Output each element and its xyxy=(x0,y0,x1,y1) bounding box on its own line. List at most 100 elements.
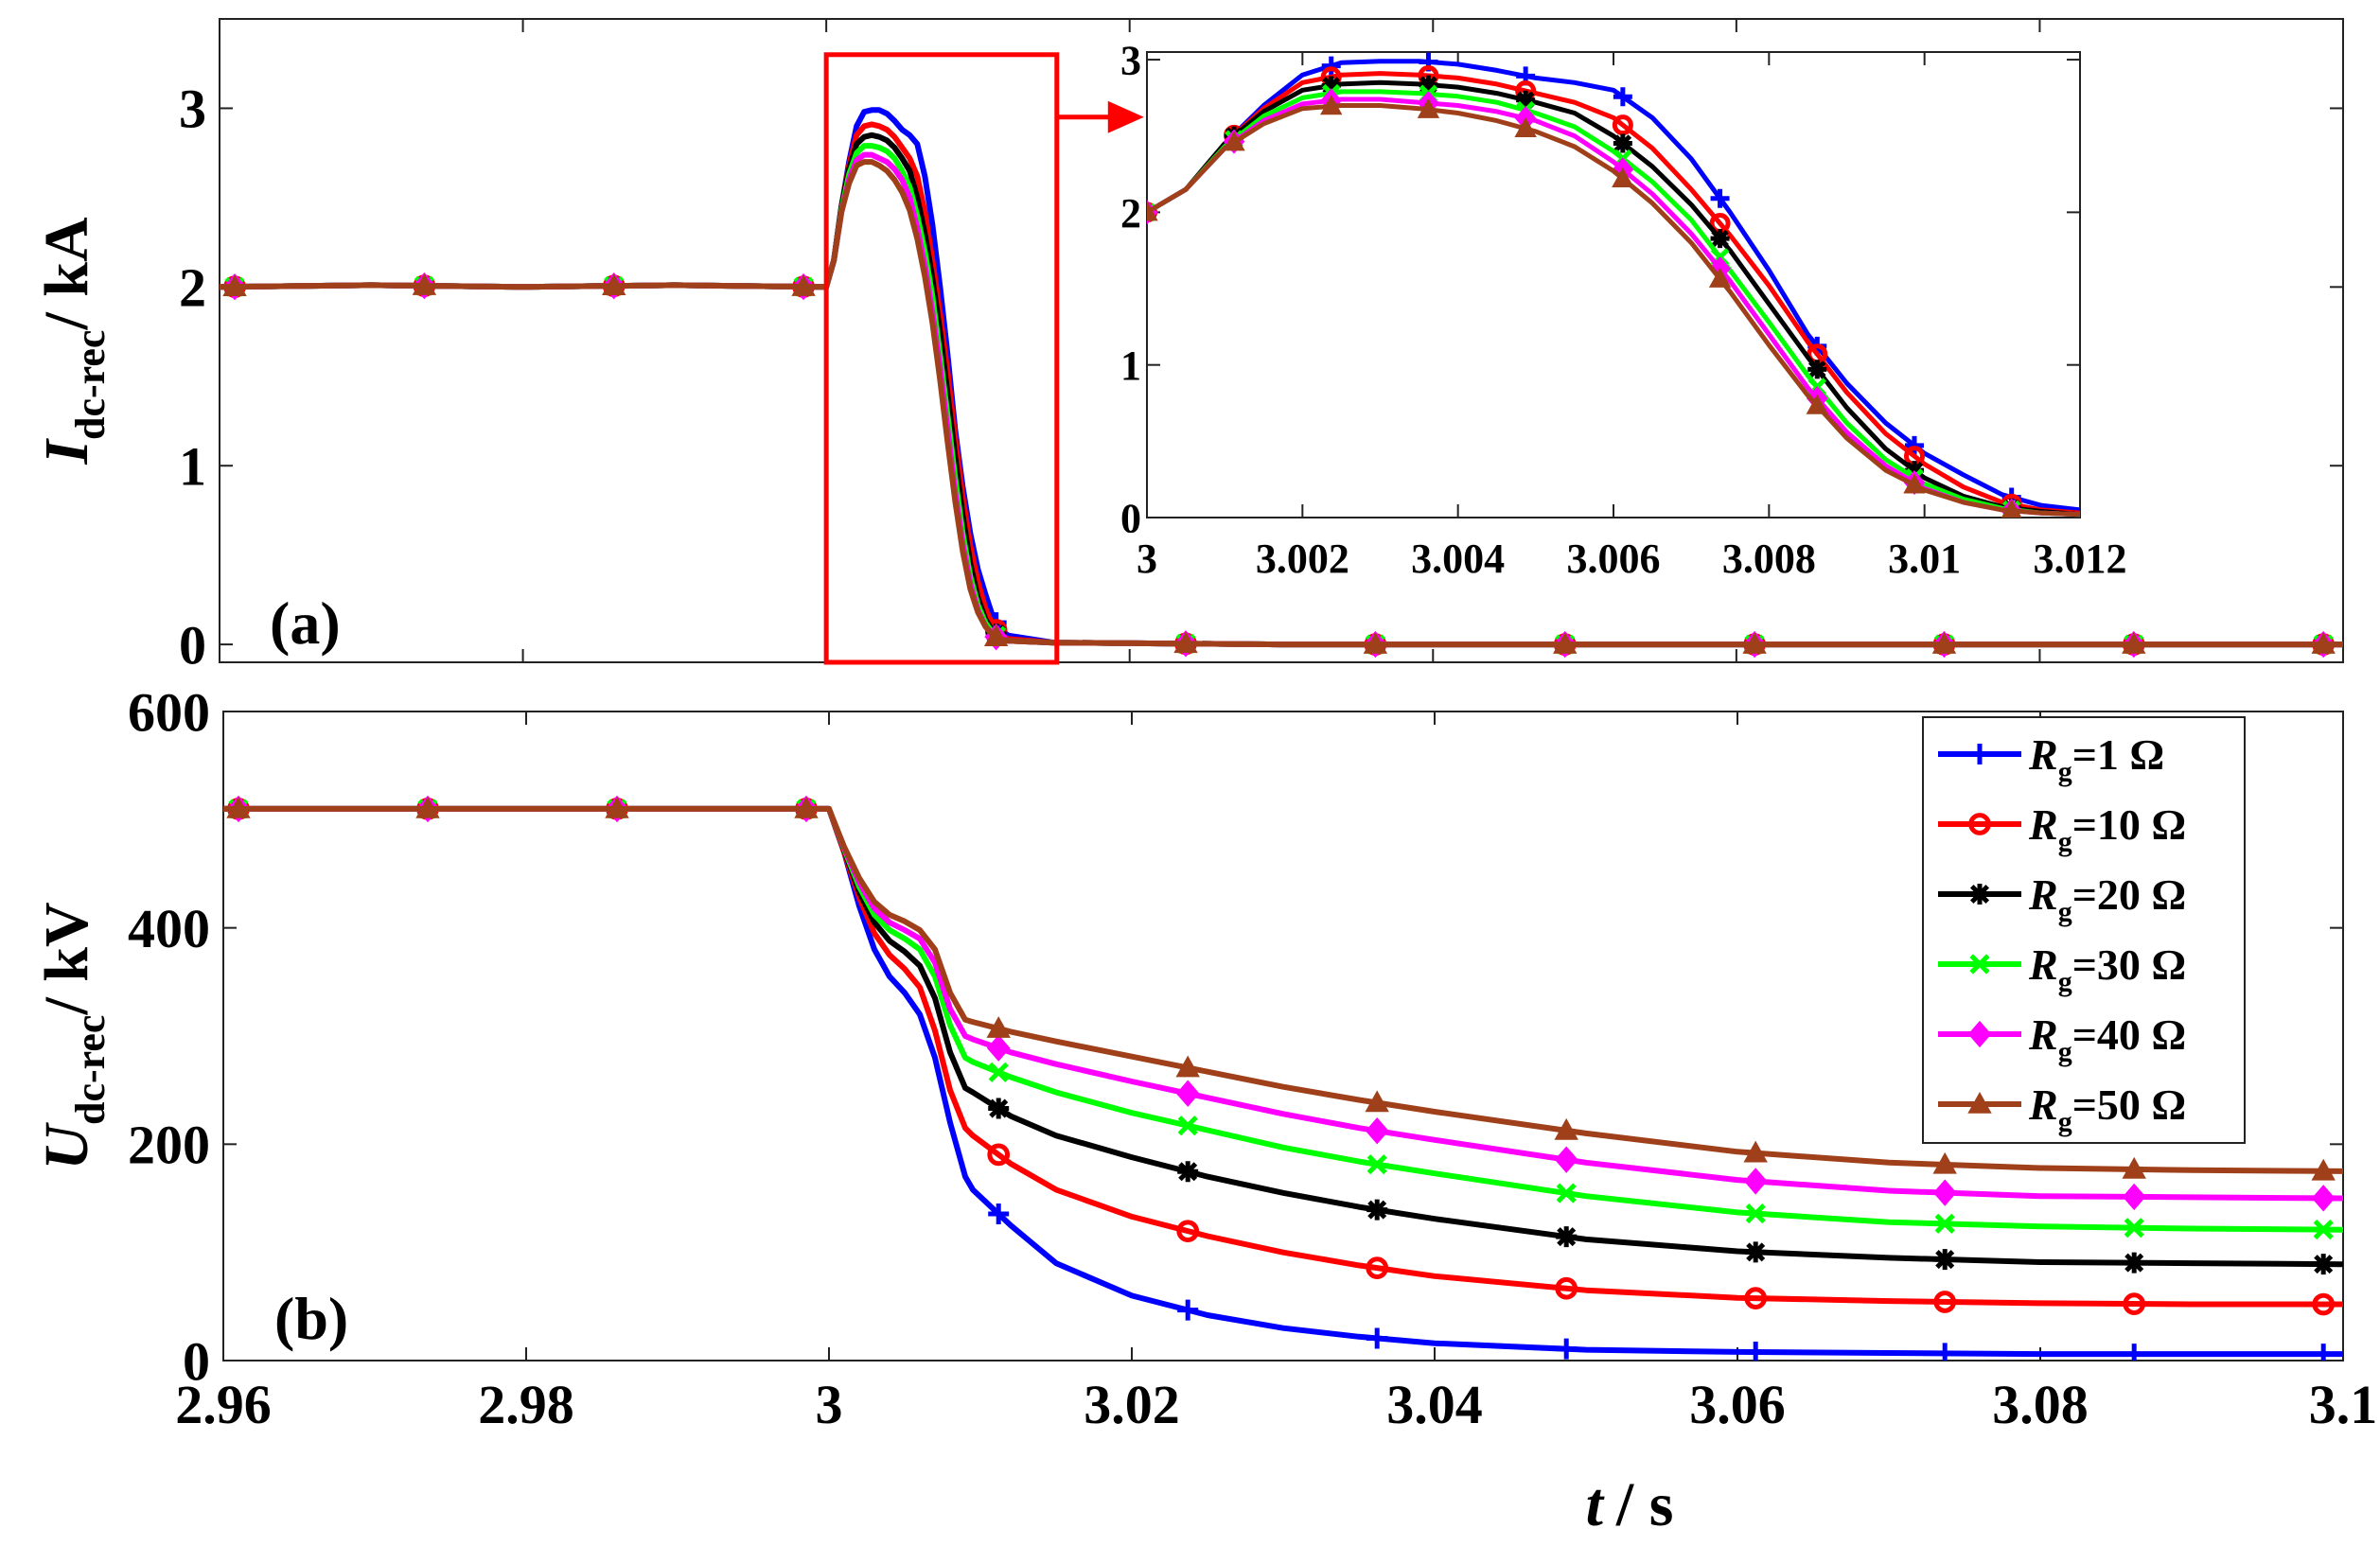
legend-box xyxy=(1922,716,2246,1144)
x-tick-label: 3.06 xyxy=(1689,1374,1786,1435)
series-marker xyxy=(1365,1090,1389,1113)
series-marker xyxy=(1366,1256,1389,1279)
series-marker xyxy=(1365,1117,1389,1145)
series-line xyxy=(223,805,2343,1174)
inset-series xyxy=(1147,52,2080,518)
legend-swatch-marker xyxy=(1969,884,1990,905)
series-marker xyxy=(1745,1203,1766,1224)
x-tick-label: 2.98 xyxy=(478,1374,574,1435)
series-marker xyxy=(1745,1341,1767,1361)
y-tick-label: 600 xyxy=(128,681,210,743)
legend-label: Rg=1 Ω xyxy=(2028,730,2164,787)
series-marker xyxy=(222,274,247,296)
series-marker xyxy=(1366,1154,1387,1175)
series-marker xyxy=(1147,201,1158,221)
legend-label-sub: g xyxy=(2058,1036,2072,1067)
series-marker xyxy=(1744,1287,1768,1309)
legend-label-value: =30 Ω xyxy=(2072,940,2187,989)
y-tick-label: 2 xyxy=(1120,190,1141,237)
legend-swatch-marker xyxy=(1969,744,1990,764)
series-marker xyxy=(1514,116,1537,137)
series-marker xyxy=(1934,1213,1955,1234)
series-marker xyxy=(1931,632,1957,654)
series-marker xyxy=(1366,1199,1388,1221)
legend-label-value: =40 Ω xyxy=(2072,1010,2187,1059)
panel-b-xlabel-unit: / s xyxy=(1615,1470,1674,1539)
series-marker xyxy=(2124,1252,2145,1274)
series-line xyxy=(1147,103,2080,518)
legend-label-var: R xyxy=(2028,800,2058,849)
series-marker xyxy=(2122,1183,2146,1211)
series-marker xyxy=(2122,632,2146,654)
series-marker xyxy=(1934,1343,1956,1361)
panel-a-ticks: 0 1 2 3 xyxy=(179,19,2344,676)
series-marker xyxy=(1742,632,1767,654)
series-marker xyxy=(2313,1254,2335,1275)
panel-b-ylabel-var: U xyxy=(32,1122,101,1170)
series-marker xyxy=(988,1203,1010,1225)
series-marker xyxy=(2312,1292,2336,1316)
y-tick-label: 1 xyxy=(1120,343,1141,389)
legend-label-var: R xyxy=(2028,1080,2058,1129)
series-marker xyxy=(1419,75,1438,95)
panel-a-ylabel-unit: / kA xyxy=(32,217,101,331)
panel-b-ylabel-sub: dc-rec xyxy=(67,1015,114,1125)
panel-a-series xyxy=(220,107,2343,659)
x-tick-label: 3.006 xyxy=(1567,536,1661,582)
panel-b-xlabel-var: t xyxy=(1586,1470,1605,1539)
series-marker xyxy=(2124,1344,2145,1361)
panel-b: 2.96 2.98 3 3.02 3.04 3.06 3.08 3.1 0 200 400 600 (… xyxy=(32,681,2377,1539)
panel-b-label: (b) xyxy=(274,1285,348,1352)
series-marker xyxy=(1554,1146,1578,1173)
legend-label: Rg=10 Ω xyxy=(2028,800,2186,857)
series-marker xyxy=(1613,133,1632,153)
x-tick-label: 3.004 xyxy=(1411,536,1505,582)
panel-b-series xyxy=(223,795,2343,1361)
series-marker xyxy=(1516,90,1536,110)
x-tick-label: 3.1 xyxy=(2309,1374,2378,1435)
x-tick-label: 3.02 xyxy=(1084,1374,1180,1435)
series-marker xyxy=(986,1016,1011,1038)
x-tick-label: 3.002 xyxy=(1256,536,1349,582)
y-tick-label: 2 xyxy=(179,257,206,319)
series-marker xyxy=(1710,229,1730,249)
panel-b-ylabel-unit: / kV xyxy=(32,902,101,1015)
series-marker xyxy=(1613,87,1632,107)
panel-a-ylabel-sub: dc-rec xyxy=(67,330,114,440)
legend-label-sub: g xyxy=(2058,896,2072,927)
legend-items: Rg=1 ΩRg=10 ΩRg=20 ΩRg=30 ΩRg=40 ΩRg=50 … xyxy=(1938,730,2186,1137)
series-marker xyxy=(794,796,819,818)
series-marker xyxy=(1417,97,1440,118)
series-marker xyxy=(1366,1327,1388,1349)
series-marker xyxy=(2123,1292,2146,1315)
series-marker xyxy=(1745,1241,1767,1263)
legend-label: Rg=50 Ω xyxy=(2028,1080,2186,1137)
series-marker xyxy=(1177,1299,1199,1321)
inset-ticks: 3 3.002 3.004 3.006 3.008 3.01 3.012 0 1 2 3 xyxy=(1120,37,2127,582)
legend-swatch-marker xyxy=(1967,1020,1992,1048)
zoom-arrow-head xyxy=(1107,100,1144,133)
panel-a-inset: 3 3.002 3.004 3.006 3.008 3.01 3.012 0 1 2 3 xyxy=(1120,37,2127,582)
series-marker xyxy=(1177,1116,1198,1136)
legend-label-sub: g xyxy=(2058,1106,2072,1137)
panel-a-ylabel-var: I xyxy=(32,438,101,466)
y-tick-label: 1 xyxy=(179,436,206,498)
series-marker xyxy=(1176,1220,1200,1243)
legend-label-sub: g xyxy=(2058,826,2072,857)
series-marker xyxy=(988,1098,1010,1119)
series-marker xyxy=(1904,435,1924,455)
x-tick-label: 3.008 xyxy=(1722,536,1816,582)
series-marker xyxy=(1743,1168,1768,1195)
x-tick-label: 2.96 xyxy=(175,1374,272,1435)
series-marker xyxy=(1556,1226,1578,1248)
series-marker xyxy=(1903,473,1926,494)
series-marker xyxy=(1708,267,1732,288)
series-marker xyxy=(226,796,251,818)
y-tick-label: 3 xyxy=(1120,37,1141,83)
series-marker xyxy=(1175,1080,1200,1107)
series-marker xyxy=(602,273,626,295)
series-marker xyxy=(1555,1276,1578,1300)
legend-label-var: R xyxy=(2028,730,2058,779)
series-marker xyxy=(1177,1161,1199,1183)
